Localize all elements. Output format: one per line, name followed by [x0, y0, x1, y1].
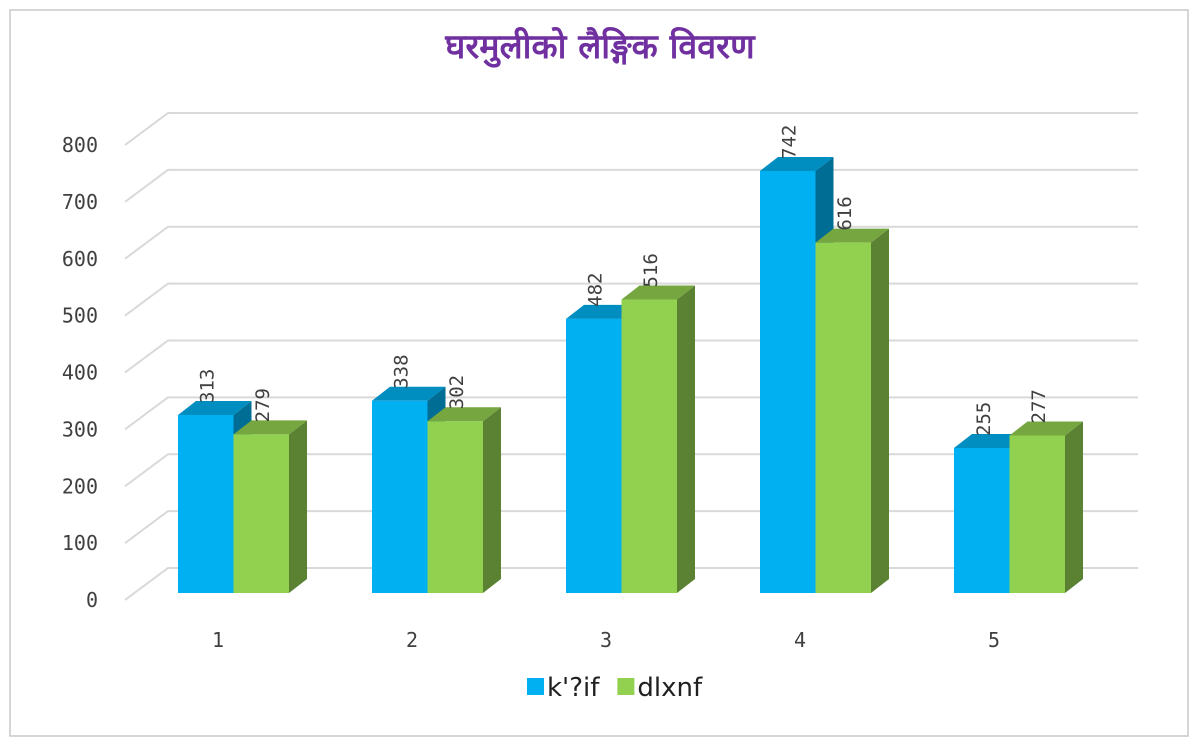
y-tick-label: 100 [62, 531, 98, 555]
data-label: 279 [252, 388, 274, 422]
y-tick-label: 800 [62, 133, 98, 157]
y-tick-label: 0 [86, 588, 98, 612]
bar [815, 228, 889, 593]
x-tick-label: 2 [406, 628, 418, 652]
y-tick-label: 500 [62, 304, 98, 328]
bar-front [372, 400, 428, 593]
bar-top [372, 386, 446, 401]
data-label: 302 [446, 375, 468, 409]
y-tick-label: 700 [62, 190, 98, 214]
bar-top [954, 433, 1028, 448]
bar [427, 407, 501, 593]
bar-top [760, 156, 834, 171]
bar-front [1009, 435, 1065, 593]
bar-side [1065, 421, 1083, 593]
data-label: 482 [585, 273, 607, 307]
bar-side [483, 407, 501, 593]
bar-front [233, 434, 289, 593]
bar-top [178, 400, 252, 415]
bar-side [677, 285, 695, 593]
bar-front [760, 170, 816, 594]
y-tick-label: 400 [62, 361, 98, 385]
legend-swatch [617, 678, 635, 695]
bar [233, 420, 307, 593]
chart-title: घरमुलीको लैङ्गिक विवरण [444, 26, 756, 68]
y-tick-label: 300 [62, 417, 98, 441]
data-label: 313 [197, 369, 219, 403]
x-tick-label: 1 [212, 628, 224, 652]
bar-side [289, 420, 307, 593]
bar [621, 285, 695, 593]
x-tick-label: 3 [600, 628, 612, 652]
data-label: 742 [779, 125, 801, 159]
bar-front [621, 299, 677, 593]
legend-label: dlxnf [637, 673, 703, 703]
data-label: 255 [973, 402, 995, 436]
data-label: 516 [640, 253, 662, 287]
bar-front [566, 318, 622, 593]
grid-line [124, 112, 1138, 146]
bar [1009, 421, 1083, 593]
bar-top [1009, 421, 1083, 436]
data-label: 616 [834, 196, 856, 230]
bar-top [621, 285, 695, 300]
bar-front [815, 242, 871, 593]
bar-top [815, 228, 889, 243]
data-label: 277 [1028, 389, 1050, 423]
x-tick-label: 4 [794, 628, 806, 652]
bar-top [566, 304, 640, 319]
y-tick-label: 200 [62, 474, 98, 498]
data-label: 338 [391, 354, 413, 388]
legend-swatch [527, 678, 544, 695]
bar-front [954, 447, 1010, 593]
legend-label: k'?if [547, 673, 600, 703]
bar-front [427, 421, 483, 593]
x-tick-label: 5 [988, 628, 1000, 652]
bar-side [871, 228, 889, 593]
y-tick-label: 600 [62, 247, 98, 271]
bar-top [233, 420, 307, 435]
bar-front [178, 414, 234, 593]
bar-top [427, 407, 501, 422]
